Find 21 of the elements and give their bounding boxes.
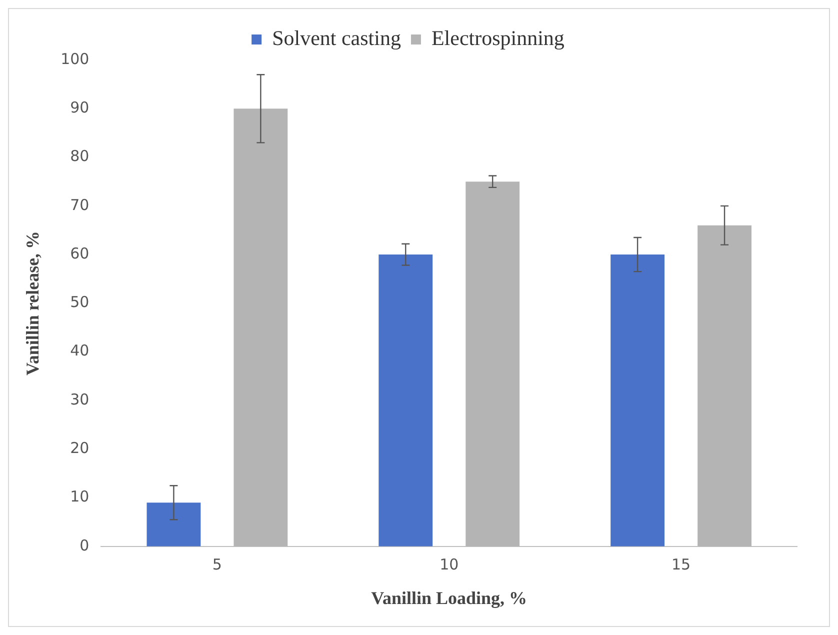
bar [146,502,201,546]
legend-label: Solvent casting [272,26,402,50]
y-tick-label: 60 [70,244,90,262]
x-axis-title: Vanillin Loading, % [371,588,528,608]
y-tick-label: 50 [70,293,90,312]
x-tick-label: 15 [671,555,691,574]
y-tick-label: 100 [60,50,90,68]
y-tick-label: 40 [70,342,90,360]
y-tick-label: 70 [70,196,90,214]
bar [378,254,433,546]
y-tick-label: 30 [70,390,90,408]
y-tick-label: 10 [70,488,90,506]
x-tick-label: 5 [212,555,222,574]
x-tick-label: 10 [440,555,459,574]
y-axis-title: Vanillin release, % [22,230,42,376]
y-tick-label: 80 [70,147,90,166]
bar [610,254,665,546]
y-tick-label: 90 [70,98,90,117]
y-tick-label: 20 [70,439,90,458]
y-tick-label: 0 [80,536,90,554]
legend-label: Electrospinning [431,26,565,50]
